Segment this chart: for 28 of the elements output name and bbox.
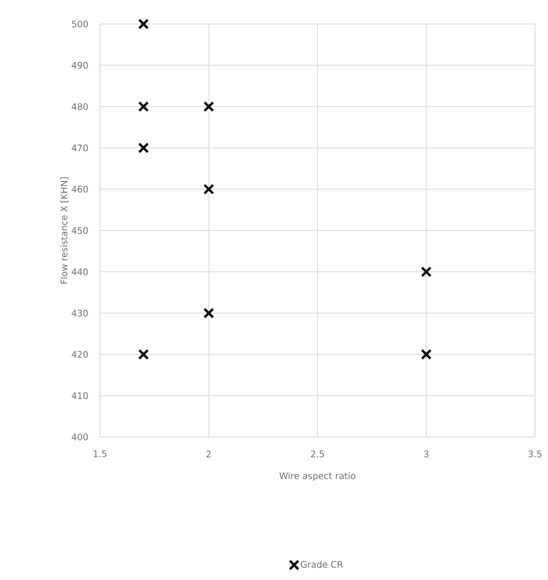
y-tick-label: 490 [72,62,88,69]
x-tick-label: 2.5 [311,450,324,458]
y-tick-label: 470 [72,144,88,152]
x-tick-label: 1.5 [94,450,106,458]
point [203,184,214,195]
point [420,266,432,278]
y-axis-title: Flow resistance X [KHN] [60,177,68,284]
y-tick-label: 410 [72,392,88,400]
y-tick-label: 460 [72,186,88,193]
point [420,348,432,360]
y-tick-label: 440 [72,268,88,276]
point [138,142,149,154]
point [138,101,149,112]
y-tick-label: 500 [72,20,88,28]
y-tick-label: 450 [72,227,88,234]
x-tick-label: 3.5 [528,450,542,458]
y-tick-label: 400 [72,434,88,440]
x-tick-label: 3 [424,450,428,458]
y-tick-label: 480 [72,103,88,110]
point [138,348,149,360]
point [203,101,214,112]
y-tick-label: 420 [72,350,88,358]
y-tick-label: 430 [72,310,88,316]
point [203,308,214,319]
point [138,18,149,30]
x-axis-title: Wire aspect ratio [279,472,356,481]
x-tick-label: 2 [206,450,211,458]
legend-label: Grade CR [300,560,343,568]
